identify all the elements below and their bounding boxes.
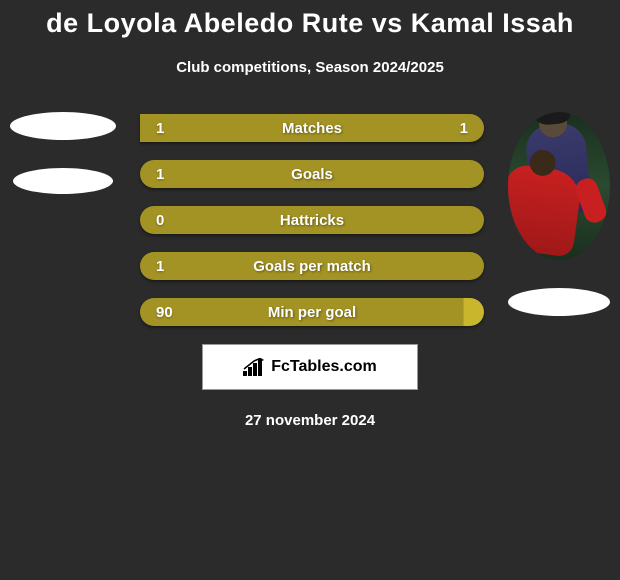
stat-left-value: 0 [156,212,164,229]
stats-column: 1 Matches 1 1 Goals 0 Hattricks 1 Goals per matc… [140,112,484,326]
subtitle: Club competitions, Season 2024/2025 [0,59,620,76]
stat-label: Min per goal [268,304,356,321]
stat-bar: 0 Hattricks [140,206,484,234]
right-avatar-placeholder [508,288,610,316]
stat-left-value: 1 [156,120,164,137]
stat-right-value: 1 [460,120,468,137]
attribution-box[interactable]: FcTables.com [202,344,418,390]
comparison-area: 1 Matches 1 1 Goals 0 Hattricks 1 Goals per matc… [0,112,620,326]
stat-label: Matches [282,120,342,137]
avatar-image [508,112,610,260]
right-avatar [508,112,610,260]
stat-left-value: 90 [156,304,173,321]
stat-bar: 1 Goals [140,160,484,188]
stat-label: Goals [291,166,333,183]
page-title: de Loyola Abeledo Rute vs Kamal Issah [0,8,620,39]
stat-label: Hattricks [280,212,344,229]
infographic-container: de Loyola Abeledo Rute vs Kamal Issah Cl… [0,0,620,429]
stat-bar: 1 Matches 1 [140,114,484,142]
left-avatar-placeholder-1 [10,112,116,140]
left-avatar-column [10,112,116,194]
stat-bar: 1 Goals per match [140,252,484,280]
stat-bar: 90 Min per goal [140,298,484,326]
attribution-text: FcTables.com [271,358,377,376]
right-avatar-column [508,112,610,316]
chart-icon [243,358,265,376]
left-avatar-placeholder-2 [13,168,113,194]
stat-label: Goals per match [253,258,371,275]
stat-left-value: 1 [156,166,164,183]
stat-left-value: 1 [156,258,164,275]
date-footer: 27 november 2024 [0,412,620,429]
